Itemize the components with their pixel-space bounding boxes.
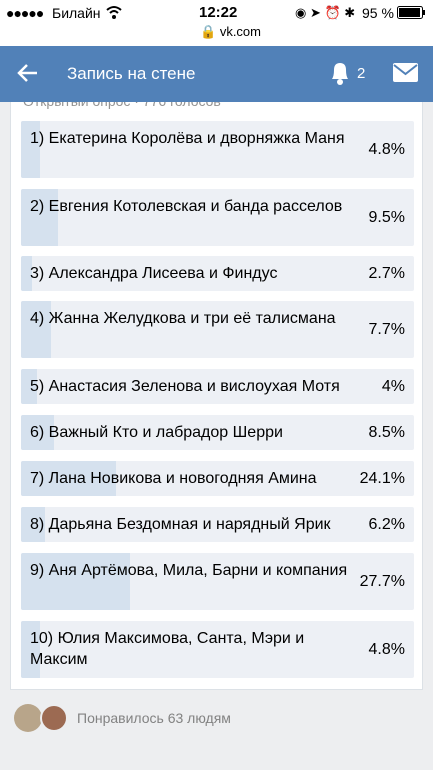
poll-bar — [21, 256, 32, 291]
avatar — [14, 704, 42, 732]
poll-option[interactable]: 10) Юлия Максимова, Санта, Мэри и Максим… — [21, 621, 414, 678]
signal: ●●●●● — [6, 5, 44, 21]
poll-option[interactable]: 8) Дарьяна Бездомная и нарядный Ярик 6.2% — [21, 507, 414, 542]
poll-option[interactable]: 7) Лана Новикова и новогодняя Амина 24.1% — [21, 461, 414, 496]
option-text: 7) Лана Новикова и новогодняя Амина — [30, 470, 317, 487]
status-icons: ◉ ➤ ⏰ ✱ — [295, 5, 356, 20]
option-percent: 9.5% — [368, 208, 405, 226]
poll-bar — [21, 553, 130, 610]
poll-bar — [21, 301, 52, 358]
wifi-icon — [106, 6, 122, 19]
option-text: 10) Юлия Максимова, Санта, Мэри и Максим — [30, 630, 305, 668]
poll-bar — [21, 121, 40, 178]
time: 12:22 — [199, 4, 238, 21]
poll-bar — [21, 415, 55, 450]
option-percent: 2.7% — [368, 264, 405, 282]
carrier: Билайн — [52, 5, 101, 21]
option-percent: 4% — [381, 377, 405, 395]
option-percent: 7.7% — [368, 320, 405, 338]
nav-bar: Запись на стене 2 — [0, 46, 433, 102]
poll-option[interactable]: 4) Жанна Желудкова и три её талисмана 7.7… — [21, 301, 414, 358]
poll-bar — [21, 461, 116, 496]
option-percent: 24.1% — [359, 469, 405, 487]
likes-text: Понравилось 63 людям — [77, 710, 231, 726]
url: 🔒 vk.com — [200, 24, 261, 39]
notification-count: 2 — [357, 65, 366, 82]
poll-bar — [21, 507, 46, 542]
option-percent: 6.2% — [368, 515, 405, 533]
option-text: 9) Аня Артёмова, Мила, Барни и компания — [30, 562, 348, 579]
option-text: 5) Анастасия Зеленова и вислоухая Мотя — [30, 378, 340, 395]
battery: 95 % — [362, 5, 394, 21]
poll-option[interactable]: 2) Евгения Котолевская и банда расселов 9… — [21, 189, 414, 246]
poll-bar — [21, 189, 59, 246]
back-button[interactable] — [16, 63, 38, 83]
option-text: 1) Екатерина Королёва и дворняжка Маня — [30, 130, 345, 147]
option-text: 2) Евгения Котолевская и банда расселов — [30, 198, 343, 215]
poll-option[interactable]: 1) Екатерина Королёва и дворняжка Маня 4.… — [21, 121, 414, 178]
option-percent: 4.8% — [368, 140, 405, 158]
poll-option[interactable]: 6) Важный Кто и лабрадор Шерри 8.5% — [21, 415, 414, 450]
poll-card: Открытый опрос · 776 голосов 1) Екатерин… — [10, 92, 423, 690]
battery-icon — [397, 6, 425, 19]
poll-option[interactable]: 3) Александра Лисеева и Финдус 2.7% — [21, 256, 414, 291]
nav-title: Запись на стене — [67, 64, 196, 83]
option-text: 8) Дарьяна Бездомная и нарядный Ярик — [30, 516, 331, 533]
status-bar: ●●●●● Билайн 12:22 🔒 vk.com ◉ ➤ ⏰ ✱ 95 % — [0, 0, 433, 50]
poll-bar — [21, 369, 37, 404]
option-text: 3) Александра Лисеева и Финдус — [30, 265, 278, 282]
url-text: vk.com — [219, 24, 261, 39]
option-percent: 27.7% — [359, 572, 405, 590]
option-text: 6) Важный Кто и лабрадор Шерри — [30, 424, 283, 441]
poll-option[interactable]: 5) Анастасия Зеленова и вислоухая Мотя 4% — [21, 369, 414, 404]
poll-option[interactable]: 9) Аня Артёмова, Мила, Барни и компания 2… — [21, 553, 414, 610]
option-percent: 8.5% — [368, 423, 405, 441]
poll-bar — [21, 621, 40, 678]
bell-icon[interactable] — [329, 60, 351, 86]
mail-icon[interactable] — [393, 63, 418, 82]
option-percent: 4.8% — [368, 640, 405, 658]
option-text: 4) Жанна Желудкова и три её талисмана — [30, 310, 336, 327]
avatar — [40, 704, 68, 732]
